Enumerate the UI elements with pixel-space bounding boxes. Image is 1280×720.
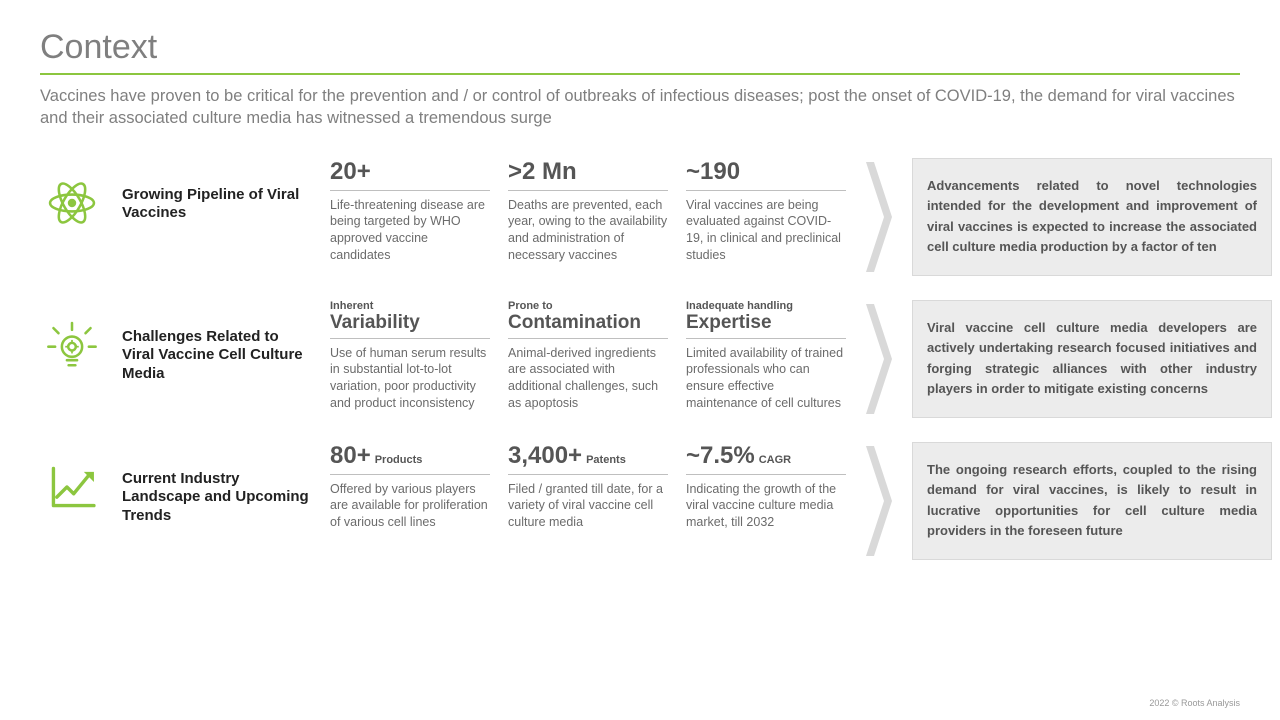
lightbulb-icon bbox=[40, 300, 104, 372]
stat-rule bbox=[508, 190, 668, 191]
atom-icon bbox=[40, 158, 104, 230]
stat-desc: Offered by various players are available… bbox=[330, 481, 490, 532]
content-rows: Growing Pipeline of Viral Vaccines 20+ L… bbox=[40, 158, 1240, 560]
row-challenges: Challenges Related to Viral Vaccine Cell… bbox=[40, 300, 1240, 418]
stat-block: Inadequate handling Expertise Limited av… bbox=[686, 300, 846, 413]
stat-block: ~7.5% CAGR Indicating the growth of the v… bbox=[686, 442, 846, 532]
chevron-right-icon bbox=[864, 158, 894, 276]
stat-block: 3,400+ Patents Filed / granted till date,… bbox=[508, 442, 668, 532]
copyright-footer: 2022 © Roots Analysis bbox=[1149, 698, 1240, 708]
stat-pre: Prone to bbox=[508, 300, 668, 312]
stat-suffix: Products bbox=[375, 454, 423, 466]
stat-suffix: CAGR bbox=[759, 454, 791, 466]
stat-value: >2 Mn bbox=[508, 158, 577, 186]
summary-text: Advancements related to novel technologi… bbox=[927, 176, 1257, 257]
summary-text: Viral vaccine cell culture media develop… bbox=[927, 318, 1257, 399]
stat-desc: Indicating the growth of the viral vacci… bbox=[686, 481, 846, 532]
chevron-right-icon bbox=[864, 300, 894, 418]
stat-value: 3,400+ bbox=[508, 442, 582, 470]
stat-rule bbox=[330, 190, 490, 191]
summary-box: The ongoing research efforts, coupled to… bbox=[912, 442, 1272, 560]
stat-block: >2 Mn Deaths are prevented, each year, o… bbox=[508, 158, 668, 265]
stat-rule bbox=[508, 338, 668, 339]
summary-box: Viral vaccine cell culture media develop… bbox=[912, 300, 1272, 418]
stat-block: 20+ Life-threatening disease are being t… bbox=[330, 158, 490, 265]
stat-value: 20+ bbox=[330, 158, 371, 186]
stat-block: Inherent Variability Use of human serum … bbox=[330, 300, 490, 413]
title-underline bbox=[40, 73, 1240, 75]
stat-rule bbox=[508, 474, 668, 475]
stat-desc: Filed / granted till date, for a variety… bbox=[508, 481, 668, 532]
stat-value: Variability bbox=[330, 312, 420, 334]
stat-desc: Viral vaccines are being evaluated again… bbox=[686, 197, 846, 265]
stat-block: ~190 Viral vaccines are being evaluated … bbox=[686, 158, 846, 265]
stat-value: ~7.5% bbox=[686, 442, 755, 470]
stat-rule bbox=[686, 338, 846, 339]
stat-value: Contamination bbox=[508, 312, 641, 334]
stat-rule bbox=[686, 190, 846, 191]
row-growing-pipeline: Growing Pipeline of Viral Vaccines 20+ L… bbox=[40, 158, 1240, 276]
stat-block: 80+ Products Offered by various players a… bbox=[330, 442, 490, 532]
stat-desc: Animal-derived ingredients are associate… bbox=[508, 345, 668, 413]
stat-desc: Use of human serum results in substantia… bbox=[330, 345, 490, 413]
stat-suffix: Patents bbox=[586, 454, 626, 466]
stat-value: ~190 bbox=[686, 158, 740, 186]
page-title: Context bbox=[40, 28, 1240, 67]
page-subtitle: Vaccines have proven to be critical for … bbox=[40, 85, 1240, 130]
stat-rule bbox=[330, 338, 490, 339]
stat-desc: Deaths are prevented, each year, owing t… bbox=[508, 197, 668, 265]
summary-box: Advancements related to novel technologi… bbox=[912, 158, 1272, 276]
stat-rule bbox=[330, 474, 490, 475]
row-heading: Challenges Related to Viral Vaccine Cell… bbox=[122, 300, 312, 384]
row-heading: Current Industry Landscape and Upcoming … bbox=[122, 442, 312, 526]
stat-desc: Life-threatening disease are being targe… bbox=[330, 197, 490, 265]
summary-text: The ongoing research efforts, coupled to… bbox=[927, 460, 1257, 541]
stat-value: Expertise bbox=[686, 312, 772, 334]
row-heading: Growing Pipeline of Viral Vaccines bbox=[122, 158, 312, 224]
stat-desc: Limited availability of trained professi… bbox=[686, 345, 846, 413]
row-industry-landscape: Current Industry Landscape and Upcoming … bbox=[40, 442, 1240, 560]
chart-up-icon bbox=[40, 442, 104, 514]
stat-pre: Inadequate handling bbox=[686, 300, 846, 312]
stat-block: Prone to Contamination Animal-derived in… bbox=[508, 300, 668, 413]
chevron-right-icon bbox=[864, 442, 894, 560]
stat-rule bbox=[686, 474, 846, 475]
stat-pre: Inherent bbox=[330, 300, 490, 312]
stat-value: 80+ bbox=[330, 442, 371, 470]
